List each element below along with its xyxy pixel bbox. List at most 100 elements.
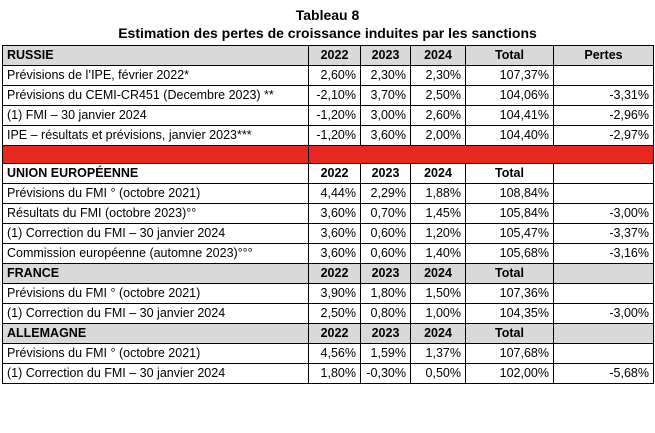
cell-2022: 3,60% [308,203,361,224]
cell-pertes [553,283,654,304]
section-label: UNION EUROPÉENNE [2,163,309,184]
row-label: (1) Correction du FMI – 30 janvier 2024 [2,363,309,384]
col-header: Total [465,323,554,344]
growth-loss-table: RUSSIE 2022 2023 2024 Total Pertes Prévi… [2,45,654,384]
separator-cell [2,145,309,164]
section-header-union-europeenne: UNION EUROPÉENNE 2022 2023 2024 Total [2,163,654,184]
cell-2023: 3,70% [360,85,411,106]
cell-2024: 2,60% [410,105,466,126]
section-label: FRANCE [2,263,309,284]
cell-total: 107,36% [465,283,554,304]
cell-2023: 1,80% [360,283,411,304]
cell-pertes [553,343,654,364]
cell-pertes: -3,16% [553,243,654,264]
cell-pertes: -2,97% [553,125,654,146]
row-label: Commission européenne (automne 2023)°°° [2,243,309,264]
cell-pertes: -3,00% [553,203,654,224]
row-label: Prévisions du FMI ° (octobre 2021) [2,343,309,364]
col-header: Total [465,45,554,66]
cell-2024: 1,50% [410,283,466,304]
cell-total: 105,47% [465,223,554,244]
section-header-france: FRANCE 2022 2023 2024 Total [2,263,654,284]
cell-2022: 3,90% [308,283,361,304]
col-header: 2024 [410,163,466,184]
cell-pertes: -3,31% [553,85,654,106]
cell-2024: 2,50% [410,85,466,106]
col-header [553,263,654,284]
table-row: Commission européenne (automne 2023)°°° … [2,243,654,264]
cell-2022: -2,10% [308,85,361,106]
col-header [553,163,654,184]
cell-2024: 1,20% [410,223,466,244]
table-row: (1) Correction du FMI – 30 janvier 2024 … [2,303,654,324]
cell-2023: 3,60% [360,125,411,146]
cell-2023: 2,29% [360,183,411,204]
cell-total: 104,41% [465,105,554,126]
col-header: 2024 [410,45,466,66]
cell-2023: 0,60% [360,243,411,264]
col-header: 2024 [410,263,466,284]
separator-cell [308,145,654,164]
cell-2024: 1,00% [410,303,466,324]
cell-2022: 4,44% [308,183,361,204]
cell-pertes [553,65,654,86]
section-header-allemagne: ALLEMAGNE 2022 2023 2024 Total [2,323,654,344]
cell-2022: -1,20% [308,105,361,126]
cell-2024: 0,50% [410,363,466,384]
cell-2024: 1,88% [410,183,466,204]
col-header: 2022 [308,45,361,66]
cell-2023: 3,00% [360,105,411,126]
cell-pertes: -3,00% [553,303,654,324]
cell-2023: 2,30% [360,65,411,86]
col-header: Total [465,163,554,184]
table-row: Prévisions du FMI ° (octobre 2021) 4,56%… [2,343,654,364]
cell-pertes: -2,96% [553,105,654,126]
table-row: Résultats du FMI (octobre 2023)°° 3,60% … [2,203,654,224]
section-label: RUSSIE [2,45,309,66]
col-header: 2022 [308,323,361,344]
table-title: Tableau 8 [295,7,360,23]
cell-2022: 4,56% [308,343,361,364]
cell-2024: 1,45% [410,203,466,224]
table-row: (1) FMI – 30 janvier 2024 -1,20% 3,00% 2… [2,105,654,126]
row-label: IPE – résultats et prévisions, janvier 2… [2,125,309,146]
cell-2022: 3,60% [308,223,361,244]
col-header: Total [465,263,554,284]
cell-total: 102,00% [465,363,554,384]
table-row: (1) Correction du FMI – 30 janvier 2024 … [2,363,654,384]
cell-2023: 0,60% [360,223,411,244]
col-header: 2022 [308,263,361,284]
cell-2024: 1,37% [410,343,466,364]
cell-total: 107,68% [465,343,554,364]
row-label: (1) Correction du FMI – 30 janvier 2024 [2,223,309,244]
cell-2024: 2,30% [410,65,466,86]
cell-total: 108,84% [465,183,554,204]
col-header: 2023 [360,263,411,284]
table-subtitle: Estimation des pertes de croissance indu… [118,25,537,41]
row-label: Prévisions du FMI ° (octobre 2021) [2,283,309,304]
cell-2024: 2,00% [410,125,466,146]
cell-total: 107,37% [465,65,554,86]
cell-pertes [553,183,654,204]
table-row: IPE – résultats et prévisions, janvier 2… [2,125,654,146]
cell-2022: 2,50% [308,303,361,324]
row-label: Prévisions du FMI ° (octobre 2021) [2,183,309,204]
cell-pertes: -5,68% [553,363,654,384]
cell-2022: 3,60% [308,243,361,264]
cell-total: 104,06% [465,85,554,106]
cell-2022: 1,80% [308,363,361,384]
col-header: 2024 [410,323,466,344]
cell-total: 105,84% [465,203,554,224]
section-header-russie: RUSSIE 2022 2023 2024 Total Pertes [2,45,654,66]
table-row: Prévisions du FMI ° (octobre 2021) 4,44%… [2,183,654,204]
section-label: ALLEMAGNE [2,323,309,344]
red-separator-row [2,145,654,164]
cell-2022: -1,20% [308,125,361,146]
table-row: (1) Correction du FMI – 30 janvier 2024 … [2,223,654,244]
cell-total: 105,68% [465,243,554,264]
cell-2023: 0,70% [360,203,411,224]
table-row: Prévisions du CEMI-CR451 (Decembre 2023)… [2,85,654,106]
col-header: Pertes [553,45,654,66]
cell-total: 104,35% [465,303,554,324]
cell-2023: 0,80% [360,303,411,324]
